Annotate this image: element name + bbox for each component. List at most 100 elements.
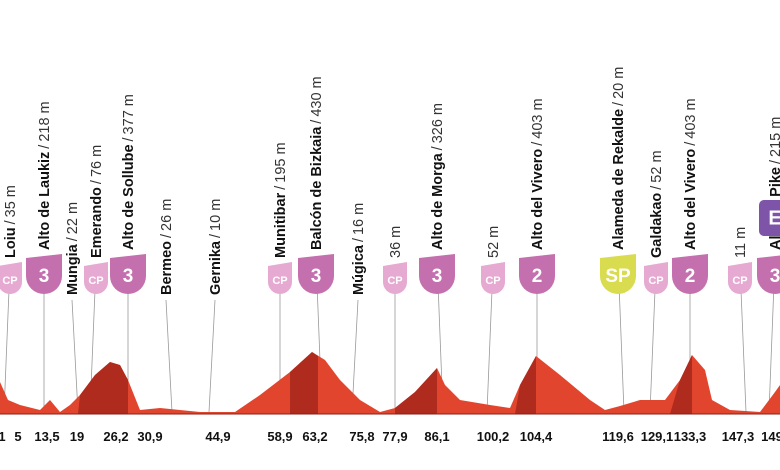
labels: Loiu / 35 m CP Alto de Laukiz / 218 m 3 Mungia / 2…	[0, 67, 780, 444]
km-label: 58,9	[267, 429, 292, 444]
waypoint-altitude: 26 m	[159, 199, 175, 231]
waypoint-label: Emerando / 76 m	[89, 145, 105, 258]
km-label: 1	[0, 429, 6, 444]
separator: /	[273, 185, 289, 190]
badge	[419, 254, 455, 294]
waypoint-name: Bermeo	[159, 241, 175, 295]
waypoint-label: Alto de Morga / 326 m	[430, 103, 446, 250]
badge	[644, 262, 668, 294]
badge-text: CP	[88, 275, 103, 287]
km-label: 129,1	[641, 429, 674, 444]
profile	[0, 352, 780, 414]
waypoint-name: Alto de Sollube	[121, 144, 137, 250]
waypoint-label: Gernika / 10 m	[208, 199, 224, 295]
waypoint-altitude: 52 m	[486, 226, 502, 258]
waypoint-altitude: 218 m	[37, 101, 53, 141]
waypoint-name: Alto de Laukiz	[37, 152, 53, 250]
waypoint-label: Alto del Vivero / 403 m	[683, 98, 699, 250]
badge-text: CP	[2, 275, 17, 287]
waypoint-name: Mungia	[65, 243, 81, 295]
waypoint-label: Loiu / 35 m	[3, 185, 19, 258]
km-label: 133,3	[674, 429, 707, 444]
waypoint-altitude: 377 m	[121, 94, 137, 134]
separator: /	[208, 233, 224, 238]
separator: /	[649, 185, 665, 190]
badge	[110, 254, 146, 294]
waypoint-name: Balcón de Bizkaia	[309, 126, 325, 250]
waypoint-name: Loiu	[3, 227, 19, 258]
waypoint-altitude: 326 m	[430, 103, 446, 143]
separator: /	[768, 159, 780, 164]
waypoint-altitude: 52 m	[649, 150, 665, 182]
waypoint-label: Alto del Vivero / 403 m	[530, 98, 546, 250]
km-label: 119,6	[602, 429, 634, 444]
waypoint-label: Munitibar / 195 m	[273, 142, 289, 258]
km-label: 44,9	[205, 429, 230, 444]
badge-text: 3	[39, 266, 50, 287]
km-label: 13,5	[34, 429, 59, 444]
waypoint-altitude: 36 m	[388, 226, 404, 258]
km-label: 149	[761, 429, 780, 444]
badge	[600, 254, 636, 294]
separator: /	[65, 236, 81, 241]
km-label: 19	[70, 429, 84, 444]
km-label: 104,4	[520, 429, 553, 444]
waypoint-label: 52 m	[486, 226, 502, 258]
km-label: 26,2	[103, 429, 128, 444]
separator: /	[530, 141, 546, 146]
km-label: 147,3	[722, 429, 755, 444]
separator: /	[159, 233, 175, 238]
separator: /	[121, 136, 137, 141]
badge	[0, 262, 22, 294]
waypoint-altitude: 10 m	[208, 199, 224, 231]
separator: /	[37, 144, 53, 149]
waypoint-altitude: 403 m	[530, 98, 546, 138]
separator: /	[351, 237, 367, 242]
badge	[298, 254, 334, 294]
waypoint-label: Galdakao / 52 m	[649, 150, 665, 258]
waypoint-altitude: 215 m	[768, 117, 780, 157]
waypoint-altitude: 35 m	[3, 185, 19, 217]
badge-text: CP	[485, 275, 500, 287]
badge-text: 2	[532, 266, 543, 287]
km-label: 86,1	[424, 429, 449, 444]
separator: /	[309, 119, 325, 124]
badge	[26, 254, 62, 294]
badge	[672, 254, 708, 294]
waypoint-label: Alto de Sollube / 377 m	[121, 94, 137, 250]
badge	[728, 262, 752, 294]
badge	[757, 255, 780, 294]
badge-text: CP	[272, 275, 287, 287]
badge	[383, 262, 407, 294]
waypoint-label: 36 m	[388, 226, 404, 258]
waypoint-label: Mungia / 22 m	[65, 202, 81, 295]
separator: /	[683, 141, 699, 146]
tag-box	[759, 200, 780, 236]
badge-text: CP	[732, 275, 747, 287]
badge-text: 3	[432, 266, 443, 287]
waypoint-name: Alameda de Rekalde	[611, 109, 627, 250]
km-label: 63,2	[302, 429, 327, 444]
guide-line	[165, 299, 173, 413]
waypoint-altitude: 20 m	[611, 67, 627, 99]
waypoint-name: Alto del Vivero	[683, 149, 699, 250]
waypoint-altitude: 11 m	[733, 227, 749, 258]
badge	[519, 254, 555, 294]
badge-text: SP	[605, 266, 631, 287]
waypoint-label: Múgica / 16 m	[351, 203, 367, 295]
badge-text: 3	[123, 266, 134, 287]
waypoint-altitude: 22 m	[65, 202, 81, 234]
badge	[84, 262, 108, 294]
badge-text: 2	[685, 266, 696, 287]
km-label: 30,9	[137, 429, 162, 444]
waypoint-name: Alto de Morga	[430, 152, 446, 250]
waypoint-name: Galdakao	[649, 193, 665, 258]
waypoint-altitude: 16 m	[351, 203, 367, 235]
waypoint-label: Alto de Laukiz / 218 m	[37, 101, 53, 250]
waypoint-name: Alto del Vivero	[530, 149, 546, 250]
waypoint-label: Bermeo / 26 m	[159, 199, 175, 295]
waypoint-altitude: 195 m	[273, 142, 289, 182]
badge	[481, 262, 505, 294]
waypoint-name: Munitibar	[273, 192, 289, 258]
